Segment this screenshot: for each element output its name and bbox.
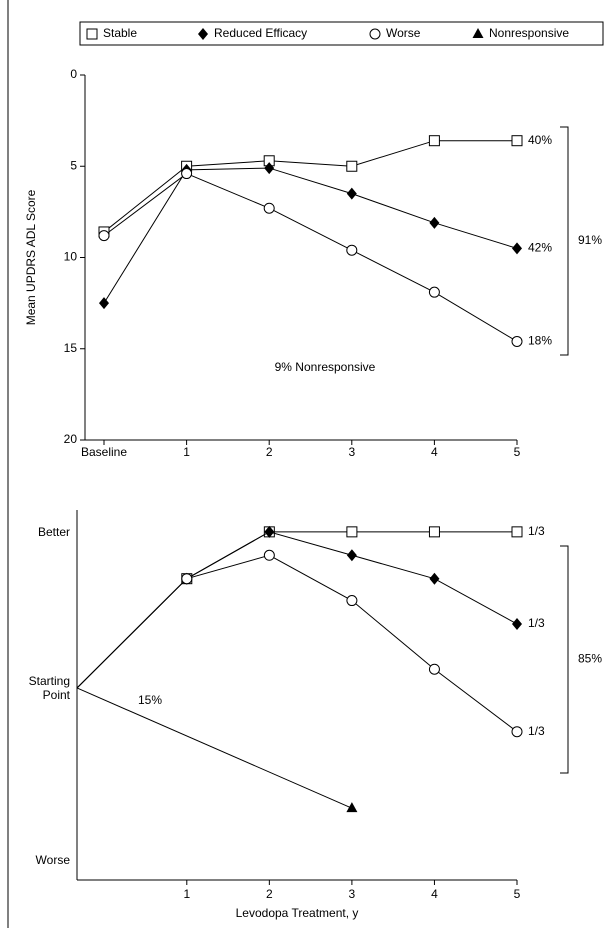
annotation: 9% Nonresponsive bbox=[275, 360, 376, 374]
series-line bbox=[103, 140, 517, 233]
legend-label: Nonresponsive bbox=[489, 26, 569, 40]
legend-marker bbox=[369, 28, 381, 40]
y-tick-label: 20 bbox=[64, 432, 78, 446]
x-axis-label: Levodopa Treatment, y bbox=[236, 906, 359, 920]
x-tick-label: 2 bbox=[266, 445, 273, 459]
bracket-label: 85% bbox=[578, 652, 602, 666]
bracket bbox=[560, 126, 569, 356]
legend-marker bbox=[198, 28, 208, 40]
legend-label: Stable bbox=[103, 26, 137, 40]
end-label: 1/3 bbox=[528, 616, 545, 630]
legend-marker bbox=[472, 28, 484, 38]
y-tick-label: 15 bbox=[64, 341, 78, 355]
y-tick-label-box: Worse bbox=[35, 852, 70, 867]
marker-circle bbox=[428, 286, 440, 298]
x-tick-label: Baseline bbox=[81, 445, 127, 459]
marker-diamond bbox=[346, 549, 357, 562]
end-label: 42% bbox=[528, 241, 552, 255]
series-line bbox=[76, 554, 518, 733]
marker-circle bbox=[428, 663, 440, 675]
marker-square bbox=[511, 526, 523, 538]
end-label: 18% bbox=[528, 334, 552, 348]
marker-square bbox=[428, 526, 440, 538]
bracket-label: 91% bbox=[578, 233, 602, 247]
end-label: 1/3 bbox=[528, 724, 545, 738]
marker-circle bbox=[511, 335, 523, 347]
marker-square bbox=[346, 526, 358, 538]
legend-marker bbox=[86, 28, 98, 40]
x-tick-label: 4 bbox=[431, 887, 438, 901]
marker-diamond bbox=[429, 216, 440, 229]
marker-diamond bbox=[346, 187, 357, 200]
x-tick-label: 5 bbox=[514, 887, 521, 901]
x-tick-label: 3 bbox=[348, 445, 355, 459]
line-label: 15% bbox=[138, 693, 162, 707]
y-tick-label: Starting Point bbox=[28, 673, 70, 702]
legend-label: Reduced Efficacy bbox=[214, 26, 307, 40]
marker-circle bbox=[98, 230, 110, 242]
end-label: 40% bbox=[528, 133, 552, 147]
marker-circle bbox=[263, 549, 275, 561]
x-tick-label: 2 bbox=[266, 887, 273, 901]
marker-square bbox=[511, 135, 523, 147]
x-tick-label: 5 bbox=[514, 445, 521, 459]
series-line bbox=[76, 531, 517, 689]
marker-diamond bbox=[512, 617, 522, 630]
bracket bbox=[560, 545, 569, 774]
marker-diamond bbox=[512, 242, 522, 255]
marker-diamond bbox=[264, 525, 275, 538]
y-axis-label: Mean UPDRS ADL Score bbox=[24, 189, 38, 325]
x-tick-label: 1 bbox=[183, 445, 190, 459]
series-line bbox=[76, 687, 353, 809]
marker-circle bbox=[181, 573, 193, 585]
marker-square bbox=[428, 135, 440, 147]
marker-circle bbox=[263, 202, 275, 214]
y-tick-label: 5 bbox=[70, 158, 77, 172]
marker-triangle bbox=[346, 802, 358, 813]
x-tick-label: 3 bbox=[349, 887, 356, 901]
y-tick-label-box: Starting Point bbox=[28, 673, 70, 702]
y-tick-label: Better bbox=[37, 524, 70, 539]
marker-circle bbox=[181, 168, 193, 180]
marker-diamond bbox=[264, 162, 275, 175]
series-line bbox=[103, 172, 518, 342]
marker-diamond bbox=[429, 572, 440, 585]
x-tick-label: 4 bbox=[431, 445, 438, 459]
marker-circle bbox=[346, 595, 358, 607]
y-tick-label: 0 bbox=[70, 67, 77, 81]
marker-diamond bbox=[99, 297, 109, 310]
marker-square bbox=[346, 160, 358, 172]
marker-circle bbox=[346, 244, 358, 256]
series-line bbox=[76, 531, 518, 689]
series-line bbox=[103, 167, 518, 304]
legend-box bbox=[79, 21, 604, 46]
marker-circle bbox=[511, 726, 523, 738]
y-tick-label: Worse bbox=[35, 852, 70, 867]
legend-label: Worse bbox=[386, 26, 421, 40]
y-tick-label: 10 bbox=[64, 250, 78, 264]
end-label: 1/3 bbox=[528, 524, 545, 538]
y-tick-label-box: Better bbox=[37, 524, 70, 539]
x-tick-label: 1 bbox=[183, 887, 190, 901]
